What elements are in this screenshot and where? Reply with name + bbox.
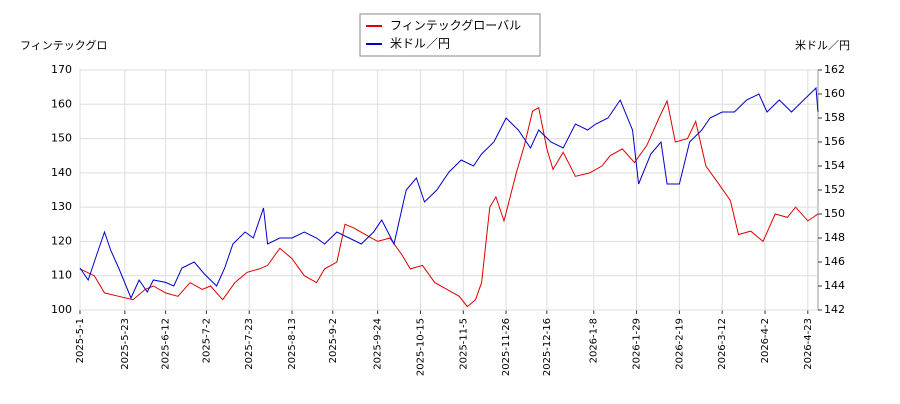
y2-tick-label: 156 [824, 135, 845, 148]
left-axis-title: フィンテックグロ [20, 38, 107, 52]
x-tick-label: 2025-8-13 [287, 318, 298, 370]
y-tick-label: 100 [51, 303, 72, 316]
y2-tick-label: 146 [824, 255, 845, 268]
x-tick-label: 2026-1-8 [589, 318, 600, 363]
x-tick-label: 2026-1-29 [632, 318, 643, 370]
y2-tick-label: 158 [824, 111, 845, 124]
series-line [79, 86, 819, 300]
y2-tick-label: 148 [824, 231, 845, 244]
x-tick-label: 2026-2-19 [674, 318, 685, 370]
x-tick-label: 2025-5-23 [120, 318, 131, 370]
x-tick-label: 2026-4-23 [803, 318, 814, 370]
x-tick-label: 2025-12-16 [542, 318, 553, 376]
y2-tick-label: 144 [824, 279, 845, 292]
x-tick-label: 2025-9-24 [373, 318, 384, 370]
x-tick-label: 2025-11-5 [458, 318, 469, 370]
y2-tick-label: 152 [824, 183, 845, 196]
legend-label: フィンテックグローバル [390, 19, 521, 33]
legend-label: 米ドル／円 [390, 37, 450, 51]
y-tick-label: 130 [51, 200, 72, 213]
x-tick-label: 2025-11-26 [501, 318, 512, 376]
series-line [79, 99, 819, 308]
y2-tick-label: 150 [824, 207, 845, 220]
x-tick-label: 2025-7-23 [244, 318, 255, 370]
y-tick-label: 170 [51, 63, 72, 76]
y-tick-label: 160 [51, 97, 72, 110]
x-tick-label: 2025-10-15 [415, 318, 426, 376]
x-tick-label: 2025-6-12 [161, 318, 172, 370]
y2-tick-label: 162 [824, 63, 845, 76]
x-tick-label: 2025-5-1 [75, 318, 86, 363]
x-tick-label: 2025-9-2 [328, 318, 339, 363]
plot-frame [79, 69, 819, 311]
y-tick-label: 140 [51, 166, 72, 179]
x-tick-label: 2026-3-12 [717, 318, 728, 370]
legend [359, 13, 541, 57]
y-tick-label: 120 [51, 234, 72, 247]
y2-tick-label: 160 [824, 87, 845, 100]
right-axis-title: 米ドル／円 [795, 39, 850, 52]
y2-tick-label: 142 [824, 303, 845, 316]
x-tick-label: 2026-4-2 [760, 318, 771, 363]
y-tick-label: 150 [51, 132, 72, 145]
x-tick-label: 2025-7-2 [201, 318, 212, 363]
y-tick-label: 110 [51, 269, 72, 282]
y2-tick-label: 154 [824, 159, 845, 172]
